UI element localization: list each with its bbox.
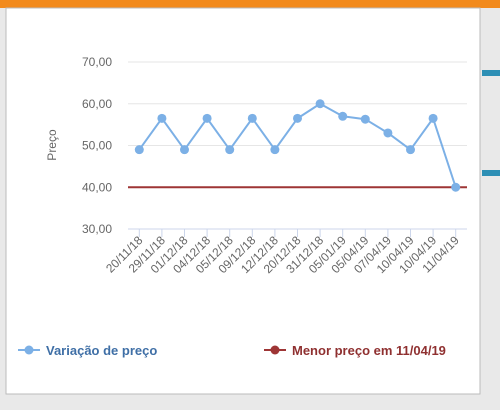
- data-point: [202, 113, 212, 123]
- y-tick-label: 30,00: [82, 222, 112, 236]
- data-point: [451, 182, 461, 192]
- data-point: [315, 99, 325, 109]
- data-point: [428, 113, 438, 123]
- data-point: [134, 145, 144, 155]
- data-point: [338, 111, 348, 121]
- data-point: [383, 128, 393, 138]
- background-strip: [482, 70, 500, 76]
- data-point: [406, 145, 415, 155]
- y-tick-label: 70,00: [82, 55, 112, 69]
- data-point: [270, 145, 280, 155]
- data-point: [293, 113, 302, 123]
- legend-marker: [270, 345, 280, 355]
- data-point: [360, 114, 370, 124]
- y-tick-label: 60,00: [82, 97, 112, 111]
- y-axis-label: Preço: [45, 129, 59, 161]
- data-point: [157, 113, 167, 123]
- legend-label[interactable]: Variação de preço: [46, 343, 157, 358]
- y-tick-label: 50,00: [82, 139, 112, 153]
- data-point: [247, 113, 257, 123]
- legend-marker: [24, 345, 34, 355]
- legend-label[interactable]: Menor preço em 11/04/19: [292, 343, 446, 358]
- background-strip: [482, 170, 500, 176]
- popup: [5, 7, 481, 395]
- y-tick-label: 40,00: [82, 180, 112, 194]
- data-point: [225, 145, 235, 155]
- top-bar: [0, 0, 500, 8]
- data-point: [180, 145, 189, 155]
